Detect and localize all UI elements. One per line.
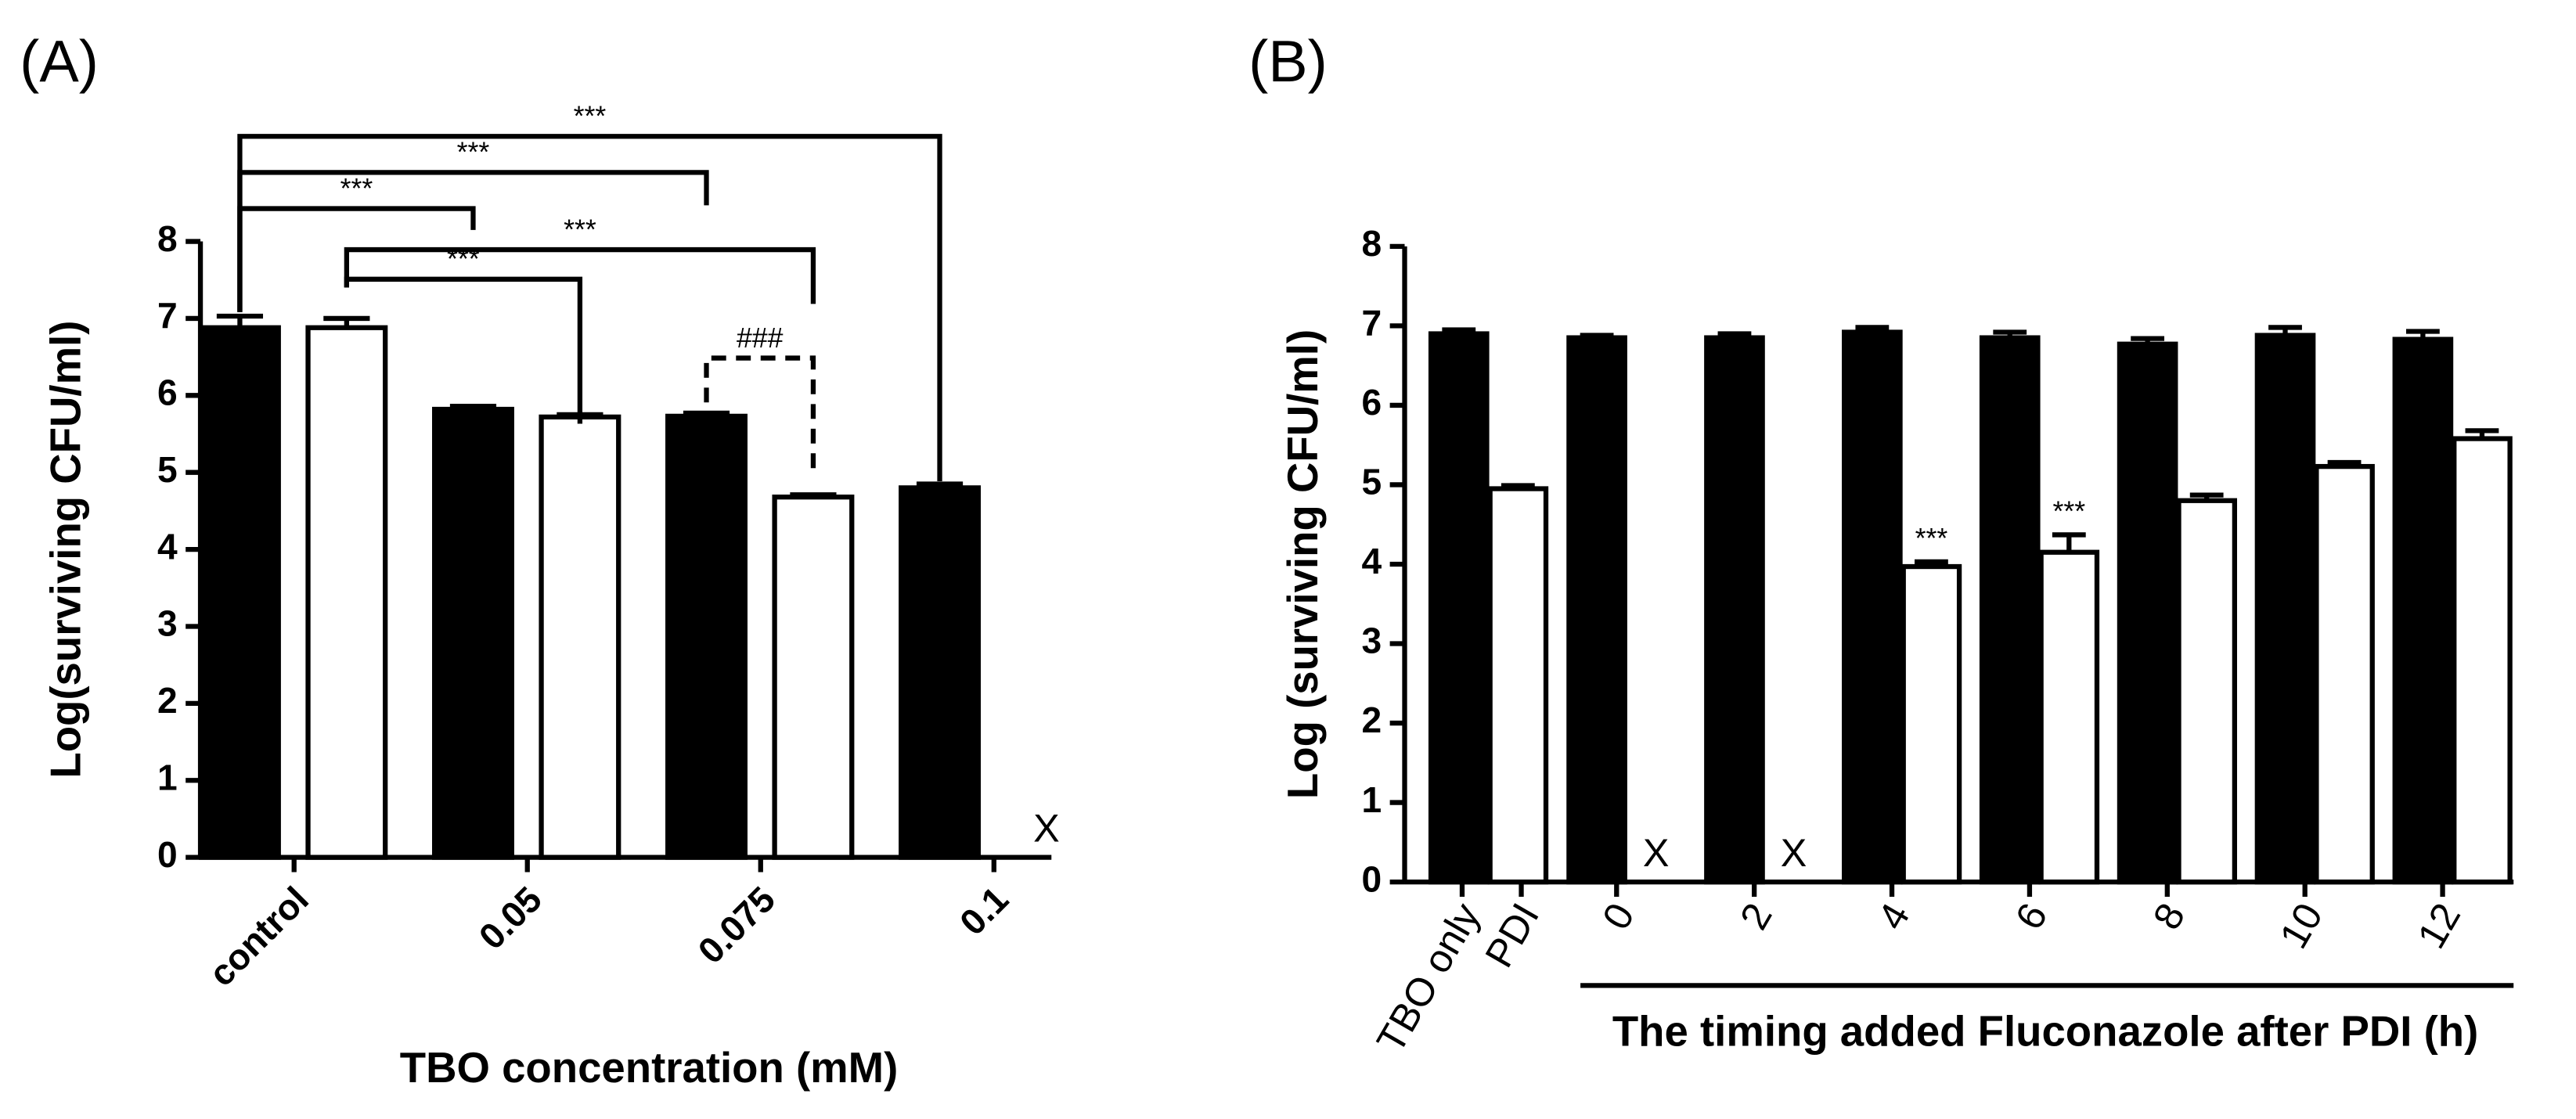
y-tick-label: 0 xyxy=(157,834,178,875)
x-tick-label: 6 xyxy=(2006,895,2055,937)
y-tick-label: 8 xyxy=(157,218,178,259)
x-tick-label: TBO only xyxy=(1367,895,1489,1060)
x-tick-label: 10 xyxy=(2271,895,2331,955)
panel-label: (A) xyxy=(20,29,99,95)
bar xyxy=(2452,436,2513,885)
y-tick-label: 5 xyxy=(157,449,178,490)
bar xyxy=(1842,329,1903,885)
y-tick-label: 4 xyxy=(157,526,178,567)
x-tick-label: 0.05 xyxy=(471,879,549,957)
missing-mark: X xyxy=(1781,830,1807,875)
panel-label: (B) xyxy=(1248,29,1328,95)
bar xyxy=(2314,463,2375,885)
bar xyxy=(1428,331,1490,885)
bar xyxy=(305,325,388,860)
significance-label: ### xyxy=(737,322,784,354)
significance-label: *** xyxy=(447,243,480,275)
x-axis-label: The timing added Fluconazole after PDI (… xyxy=(1612,1008,2478,1056)
bar xyxy=(2254,333,2316,885)
bar xyxy=(1566,335,1627,885)
y-tick-label: 1 xyxy=(1361,779,1382,820)
bar xyxy=(2038,549,2100,885)
bar xyxy=(431,406,514,860)
significance-label: *** xyxy=(574,101,607,132)
bar xyxy=(665,413,748,860)
bar xyxy=(539,414,621,860)
y-tick-label: 2 xyxy=(1361,700,1382,740)
x-tick-label: 12 xyxy=(2408,895,2469,955)
x-tick-label: control xyxy=(201,879,316,994)
y-tick-label: 6 xyxy=(157,372,178,413)
bar xyxy=(1487,486,1549,885)
y-tick-label: 8 xyxy=(1361,223,1382,264)
x-tick-label: 8 xyxy=(2144,895,2193,937)
x-tick-label: PDI xyxy=(1476,895,1547,974)
bar xyxy=(2176,498,2238,885)
x-tick-label: 0 xyxy=(1594,895,1643,937)
x-axis-label: TBO concentration (mM) xyxy=(400,1044,899,1092)
missing-mark: X xyxy=(1643,830,1670,875)
y-tick-label: 7 xyxy=(157,295,178,336)
y-tick-label: 3 xyxy=(157,603,178,644)
bar xyxy=(1979,335,2041,885)
y-tick-label: 2 xyxy=(157,680,178,721)
y-tick-label: 1 xyxy=(157,757,178,797)
y-axis-label: Log (surviving CFU/ml) xyxy=(1279,329,1327,799)
y-tick-label: 4 xyxy=(1361,541,1382,581)
bar xyxy=(198,325,281,860)
x-tick-label: 2 xyxy=(1731,895,1780,937)
missing-mark: X xyxy=(1033,805,1060,850)
bar xyxy=(772,495,855,860)
significance-bracket xyxy=(237,206,476,312)
significance-label: *** xyxy=(2052,496,2085,527)
y-tick-label: 5 xyxy=(1361,462,1382,502)
bar xyxy=(2392,336,2454,885)
bar xyxy=(1900,563,1962,885)
significance-bracket xyxy=(344,276,583,424)
y-tick-label: 7 xyxy=(1361,303,1382,344)
bar xyxy=(1704,335,1765,885)
y-tick-label: 3 xyxy=(1361,621,1382,661)
significance-label: *** xyxy=(340,173,373,204)
x-tick-label: 0.1 xyxy=(952,879,1016,943)
x-tick-label: 0.075 xyxy=(690,879,783,971)
significance-label: *** xyxy=(457,137,490,168)
bar xyxy=(899,485,982,860)
significance-label: *** xyxy=(1915,523,1948,554)
significance-label: *** xyxy=(564,214,596,245)
significance-bracket xyxy=(704,355,816,477)
y-tick-label: 0 xyxy=(1361,858,1382,899)
significance-bracket xyxy=(237,170,709,312)
y-tick-label: 6 xyxy=(1361,382,1382,423)
x-tick-label: 4 xyxy=(1868,895,1918,937)
bar xyxy=(2117,341,2178,885)
significance-bracket xyxy=(344,246,816,304)
y-axis-label: Log(surviving CFU/ml) xyxy=(42,321,90,779)
